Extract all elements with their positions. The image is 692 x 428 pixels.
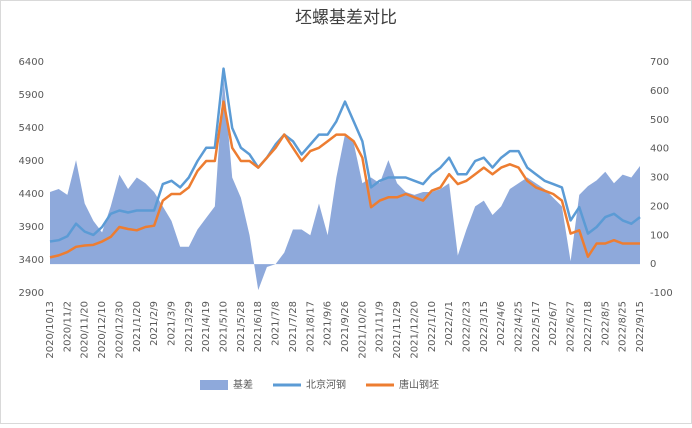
y2-tick-label: 700 bbox=[650, 57, 669, 68]
legend-label: 基差 bbox=[233, 378, 253, 391]
x-tick-label: 2022/9/15 bbox=[635, 301, 646, 352]
y2-tick-label: 0 bbox=[650, 259, 656, 270]
y2-tick-label: 400 bbox=[650, 144, 669, 155]
x-tick-label: 2021/9/26 bbox=[340, 301, 351, 352]
y2-tick-label: 100 bbox=[650, 230, 669, 241]
x-tick-label: 2020/12/10 bbox=[97, 301, 108, 359]
y2-tick-label: 600 bbox=[650, 86, 669, 97]
x-tick-label: 2021/5/10 bbox=[219, 301, 230, 352]
y-tick-label: 5400 bbox=[19, 123, 44, 134]
x-tick-label: 2021/4/19 bbox=[201, 301, 212, 352]
x-tick-label: 2022/7/18 bbox=[583, 301, 594, 352]
x-tick-label: 2020/12/30 bbox=[114, 301, 125, 359]
legend-label: 北京河钢 bbox=[306, 378, 346, 391]
x-tick-label: 2022/6/7 bbox=[548, 301, 559, 346]
x-tick-label: 2021/6/18 bbox=[253, 301, 264, 352]
legend-label: 唐山钢坯 bbox=[399, 378, 439, 391]
x-tick-label: 2021/3/9 bbox=[166, 301, 177, 346]
y-tick-label: 2900 bbox=[19, 288, 44, 299]
x-tick-label: 2021/1/20 bbox=[132, 301, 143, 352]
x-tick-label: 2021/8/17 bbox=[305, 301, 316, 352]
x-tick-label: 2021/11/29 bbox=[392, 301, 403, 359]
line bbox=[49, 100, 640, 259]
y-tick-label: 4400 bbox=[19, 189, 44, 200]
x-tick-label: 2022/2/23 bbox=[461, 301, 472, 352]
y2-tick-label: -100 bbox=[650, 288, 673, 299]
x-tick-label: 2021/12/20 bbox=[409, 301, 420, 359]
x-tick-label: 2022/1/10 bbox=[427, 301, 438, 352]
x-tick-label: 2020/11/2 bbox=[62, 301, 73, 352]
y2-tick-label: 300 bbox=[650, 173, 669, 184]
x-tick-label: 2021/9/6 bbox=[323, 301, 334, 346]
x-tick-label: 2022/8/25 bbox=[618, 301, 629, 352]
y-tick-label: 3400 bbox=[19, 255, 44, 266]
x-tick-label: 2020/10/13 bbox=[45, 301, 56, 359]
x-tick-label: 2021/10/20 bbox=[357, 301, 368, 359]
y-tick-label: 6400 bbox=[19, 57, 44, 68]
x-tick-label: 2021/7/8 bbox=[271, 301, 282, 346]
x-tick-label: 2022/5/17 bbox=[531, 301, 542, 352]
x-tick-label: 2022/4/25 bbox=[514, 301, 525, 352]
x-tick-label: 2021/2/9 bbox=[149, 301, 160, 346]
x-tick-label: 2020/11/20 bbox=[80, 301, 91, 359]
y-tick-label: 5900 bbox=[19, 90, 44, 101]
y2-tick-label: 500 bbox=[650, 115, 669, 126]
x-tick-label: 2022/2/1 bbox=[444, 301, 455, 346]
x-tick-label: 2022/8/5 bbox=[600, 301, 611, 346]
x-tick-label: 2021/7/28 bbox=[288, 301, 299, 352]
y-tick-label: 4900 bbox=[19, 156, 44, 167]
x-tick-label: 2022/6/27 bbox=[566, 301, 577, 352]
legend-swatch bbox=[200, 380, 228, 390]
x-tick-label: 2021/11/9 bbox=[375, 301, 386, 352]
line bbox=[49, 67, 641, 243]
chart-title: 坯螺基差对比 bbox=[295, 8, 397, 28]
x-tick-label: 2021/5/28 bbox=[236, 301, 247, 352]
x-tick-label: 2022/3/15 bbox=[479, 301, 490, 352]
area bbox=[50, 76, 640, 291]
x-tick-label: 2021/3/29 bbox=[184, 301, 195, 352]
x-tick-label: 2022/4/6 bbox=[496, 301, 507, 346]
y-tick-label: 3900 bbox=[19, 222, 44, 233]
y2-tick-label: 200 bbox=[650, 201, 669, 212]
